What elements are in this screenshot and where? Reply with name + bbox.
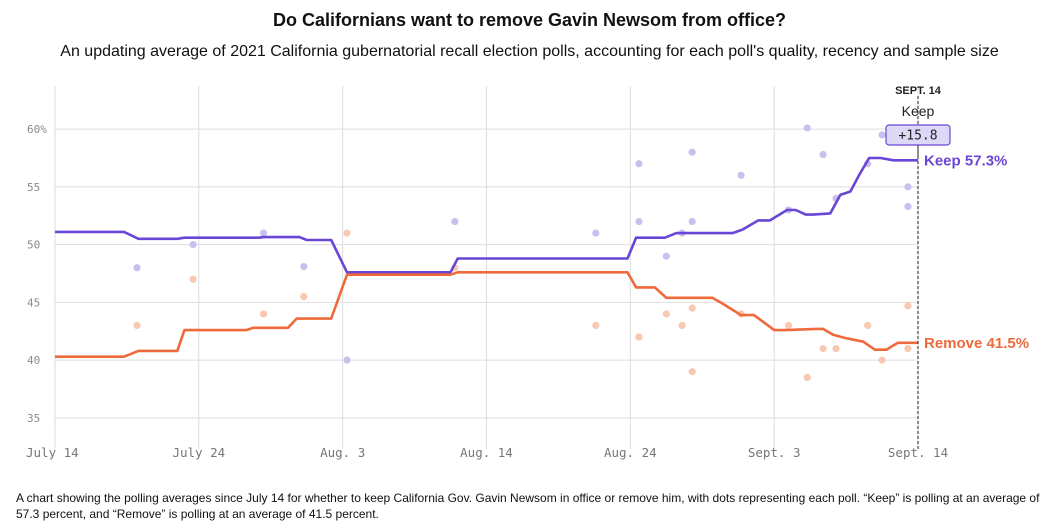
remove-poll-dot xyxy=(688,368,696,376)
remove-poll-dot xyxy=(662,310,670,318)
remove-poll-dot xyxy=(678,321,686,330)
keep-poll-dot xyxy=(688,148,696,156)
x-tick-label: July 24 xyxy=(172,445,225,460)
remove-average-line xyxy=(55,271,918,358)
keep-poll-dot xyxy=(300,262,308,271)
keep-poll-dot xyxy=(451,217,459,226)
remove-poll-dot xyxy=(259,310,268,318)
marker-leader-label: Keep xyxy=(902,103,935,119)
remove-poll-dot xyxy=(832,344,840,353)
remove-poll-dot xyxy=(592,321,600,330)
remove-poll-dot xyxy=(635,333,643,341)
current-marker: SEPT. 14 Keep +15.8 xyxy=(885,85,951,449)
keep-poll-dot xyxy=(635,160,643,168)
keep-poll-dot xyxy=(803,124,811,132)
remove-poll-dot xyxy=(343,229,351,237)
chart-subtitle: An updating average of 2021 California g… xyxy=(60,43,999,60)
x-tick-label: Aug. 14 xyxy=(460,445,513,460)
keep-poll-dot xyxy=(688,217,696,226)
keep-poll-dot xyxy=(878,131,886,139)
keep-average-line xyxy=(55,156,918,274)
remove-poll-dot xyxy=(878,356,886,364)
keep-poll-dot xyxy=(635,217,643,226)
chart-description: A chart showing the polling averages sin… xyxy=(16,491,1040,521)
remove-poll-dot xyxy=(688,304,696,312)
x-tick-label: Sept. 3 xyxy=(748,445,801,460)
poll-dots xyxy=(133,124,912,382)
y-tick-label: 45 xyxy=(27,296,40,309)
y-tick-label: 50 xyxy=(27,239,40,252)
marker-date-label: SEPT. 14 xyxy=(895,85,942,97)
keep-poll-dot xyxy=(819,150,827,159)
keep-poll-dot xyxy=(904,202,912,211)
x-tick-label: Aug. 3 xyxy=(320,445,365,460)
keep-poll-dot xyxy=(133,264,141,272)
keep-end-label: Keep 57.3% xyxy=(924,152,1007,169)
keep-poll-dot xyxy=(259,229,268,237)
y-tick-label: 55 xyxy=(27,181,40,194)
remove-end-label: Remove 41.5% xyxy=(924,335,1029,352)
average-lines: Keep 57.3% Remove 41.5% xyxy=(55,152,1029,358)
remove-poll-dot xyxy=(189,275,197,283)
remove-poll-dot xyxy=(784,321,793,330)
remove-poll-dot xyxy=(904,302,912,310)
remove-poll-dot xyxy=(133,321,141,330)
remove-poll-dot xyxy=(300,293,308,301)
keep-poll-dot xyxy=(189,241,197,249)
x-tick-label: July 14 xyxy=(26,445,79,460)
remove-poll-dot xyxy=(864,321,872,330)
keep-poll-dot xyxy=(737,171,745,179)
remove-poll-dot xyxy=(819,344,827,353)
remove-poll-dot xyxy=(803,373,811,382)
keep-poll-dot xyxy=(592,229,600,237)
x-tick-label: Aug. 24 xyxy=(604,445,657,460)
keep-poll-dot xyxy=(662,252,670,260)
chart-title: Do Californians want to remove Gavin New… xyxy=(272,10,787,30)
x-tick-label: Sept. 14 xyxy=(888,445,948,460)
y-tick-label: 60% xyxy=(27,123,47,136)
gridlines xyxy=(54,86,919,449)
recall-poll-chart: Keep 57.3% Remove 41.5% 60% 55 50 45 40 35 July… xyxy=(26,85,1029,460)
axis-labels: 60% 55 50 45 40 35 July 14 July 24 Aug. 3 Aug. 14… xyxy=(26,123,948,460)
margin-value: +15.8 xyxy=(898,129,937,144)
y-tick-label: 40 xyxy=(27,354,40,367)
remove-poll-dot xyxy=(904,344,912,353)
keep-poll-dot xyxy=(343,356,351,364)
keep-poll-dot xyxy=(904,183,912,191)
y-tick-label: 35 xyxy=(27,412,40,425)
